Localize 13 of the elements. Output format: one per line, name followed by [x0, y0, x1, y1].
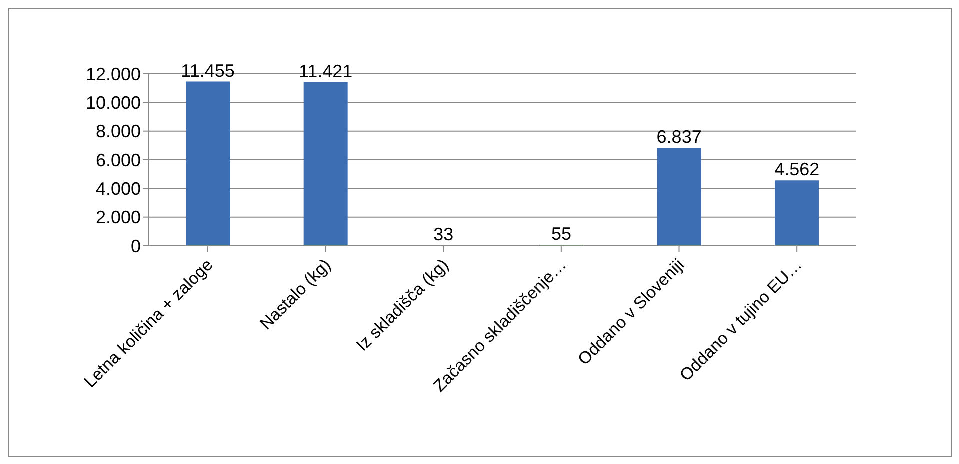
y-tick-label: 12.000 — [86, 64, 141, 84]
data-label: 11.455 — [181, 60, 235, 81]
y-tick-label: 2.000 — [96, 208, 141, 228]
data-label: 4.562 — [774, 160, 820, 180]
y-tick-label: 10.000 — [86, 93, 141, 114]
y-tick-label: 6.000 — [96, 150, 141, 170]
data-label: 11.421 — [298, 61, 353, 82]
y-tick-label: 8.000 — [96, 122, 141, 142]
y-tick-label: 0 — [130, 236, 141, 256]
data-label: 33 — [434, 224, 454, 245]
data-label: 55 — [551, 224, 572, 244]
data-label: 6.837 — [656, 127, 702, 148]
y-tick-label: 4.000 — [96, 179, 141, 200]
